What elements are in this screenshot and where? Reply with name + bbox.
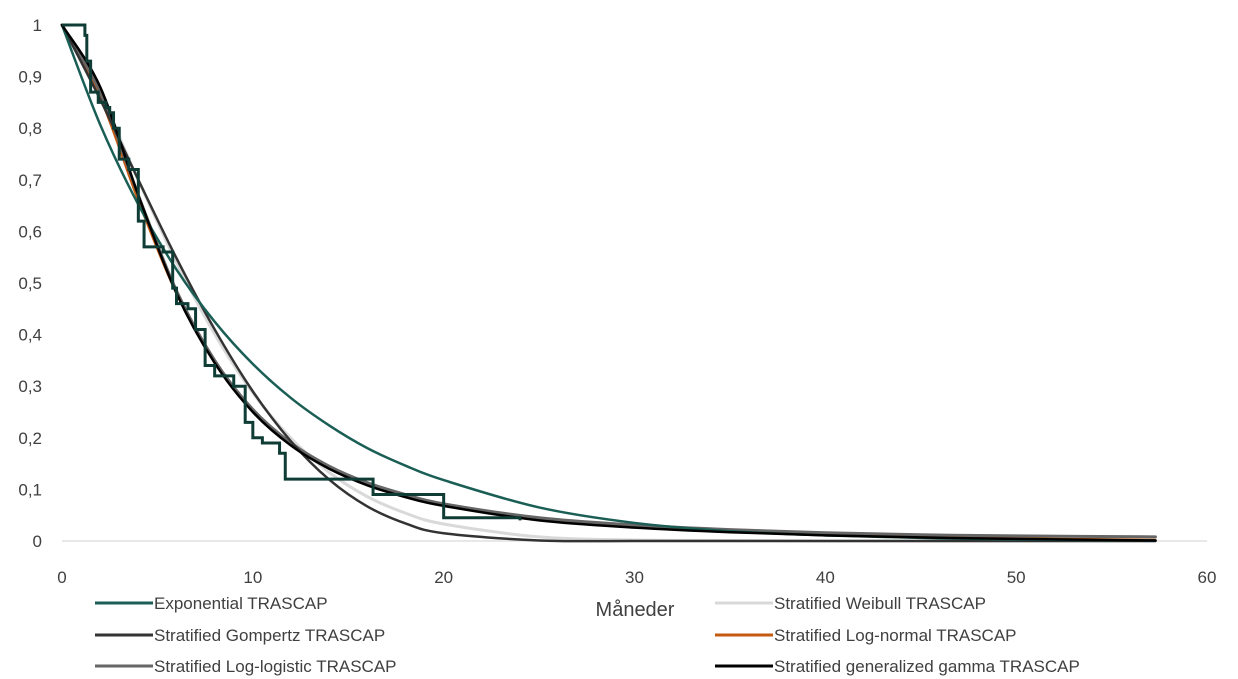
y-tick-label: 0,6 [18,222,42,241]
legend-label: Stratified Log-normal TRASCAP [774,626,1017,645]
series-line-stratified-log-logistic-trascap [60,23,1157,539]
legend-label: Stratified generalized gamma TRASCAP [774,657,1080,676]
y-tick-label: 0,1 [18,480,42,499]
legend-label: Exponential TRASCAP [154,594,328,613]
y-tick-label: 0,8 [18,119,42,138]
y-tick-label: 0,5 [18,274,42,293]
y-tick-label: 0,3 [18,377,42,396]
series-line-stratified-generalized-gamma-trascap [60,23,1157,542]
y-tick-label: 0,7 [18,171,42,190]
legend-label: Stratified Log-logistic TRASCAP [154,657,397,676]
kaplan-meier-step-line [62,23,522,521]
x-tick-label: 0 [57,568,66,587]
x-tick-label: 60 [1198,568,1217,587]
legend: Exponential TRASCAP Stratified Weibull TR… [95,594,1080,676]
x-tick-labels: 0 10 20 30 40 50 60 [57,568,1216,587]
legend-label: Stratified Gompertz TRASCAP [154,626,385,645]
series-line-stratified-weibull-trascap [60,23,1157,543]
x-tick-label: 10 [243,568,262,587]
y-tick-labels: 0 0,1 0,2 0,3 0,4 0,5 0,6 0,7 0,8 0,9 1 [18,16,42,551]
series-line-stratified-log-normal-trascap [60,23,1157,542]
x-tick-label: 30 [625,568,644,587]
y-tick-label: 0 [33,532,42,551]
x-axis-title: Måneder [596,599,675,621]
y-tick-label: 1 [33,16,42,35]
x-tick-label: 20 [434,568,453,587]
x-tick-label: 40 [816,568,835,587]
y-tick-label: 0,4 [18,326,42,345]
y-tick-label: 0,9 [18,68,42,87]
series-lines [60,23,1157,543]
legend-label: Stratified Weibull TRASCAP [774,594,986,613]
series-line-exponential-trascap [60,23,1157,542]
y-tick-label: 0,2 [18,429,42,448]
x-tick-label: 50 [1007,568,1026,587]
series-line-stratified-gompertz-trascap [60,23,1157,543]
